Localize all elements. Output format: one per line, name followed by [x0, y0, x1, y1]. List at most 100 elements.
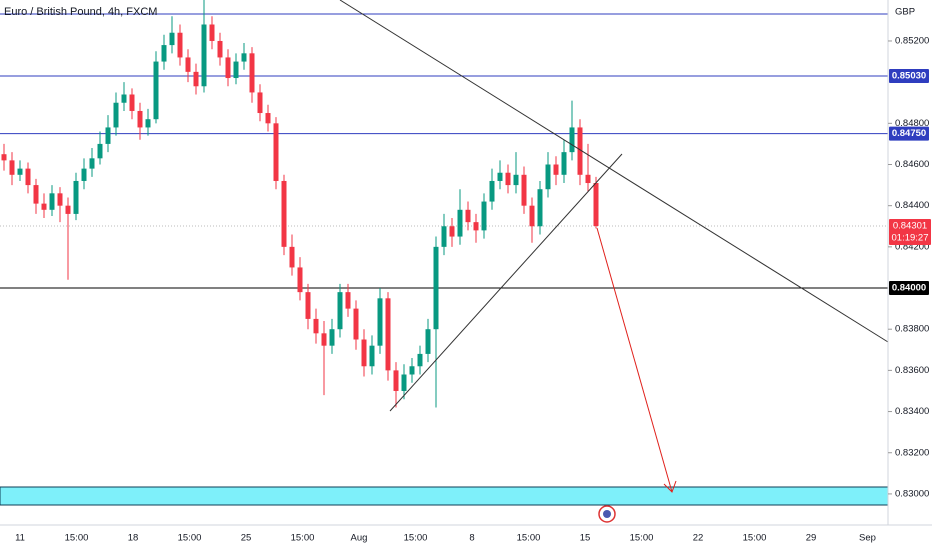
y-tick-label: 0.83800: [895, 324, 929, 335]
x-tick-label: 11: [15, 533, 25, 544]
x-tick-label: 15:00: [404, 533, 428, 544]
candle-body: [225, 57, 231, 79]
candle-body: [593, 183, 599, 227]
candle-body: [73, 180, 79, 214]
candle-body: [449, 226, 455, 237]
candle-body: [337, 292, 343, 330]
candle-body: [65, 205, 71, 214]
candle-body: [57, 193, 63, 206]
axes: 0.85200 0.84800 0.84600 0.84400 0.84200 0.838…: [15, 35, 931, 544]
candle-body: [153, 61, 159, 120]
y-tick-label: 0.83400: [895, 406, 929, 417]
candle-body: [257, 92, 263, 114]
x-tick-label: 15:00: [291, 533, 315, 544]
candle-body: [321, 333, 327, 346]
level-label-box: [889, 126, 929, 141]
candle-body: [417, 353, 423, 367]
x-tick-label: 15:00: [178, 533, 202, 544]
candle-body: [385, 298, 391, 371]
candle-body: [161, 45, 167, 62]
candle-body: [273, 123, 279, 181]
candle-body: [201, 24, 207, 87]
candle-body: [481, 201, 487, 231]
candle-body: [89, 158, 95, 169]
candle-body: [569, 127, 575, 153]
candle-body: [129, 94, 135, 111]
candle-body: [17, 168, 23, 175]
candle-body: [393, 370, 399, 391]
candle-body: [545, 164, 551, 190]
candle-body: [97, 143, 103, 159]
candle-body: [113, 102, 119, 128]
candle-body: [329, 329, 335, 346]
countdown-label: 01:19:27: [892, 233, 929, 244]
trend-line: [339, 0, 889, 343]
candle-body: [249, 53, 255, 93]
candle-body: [233, 61, 239, 79]
y-tick-label: 0.83600: [895, 365, 929, 376]
candle-body: [209, 24, 215, 41]
candle-body: [529, 205, 535, 227]
candle-body: [297, 267, 303, 293]
candle-body: [9, 160, 15, 175]
candle-body: [473, 222, 479, 231]
x-tick-label: 29: [806, 533, 817, 544]
drawings: [339, 0, 889, 523]
arrow: [596, 227, 673, 493]
candle-body: [377, 298, 383, 346]
target-zone: [0, 486, 889, 506]
candle-body: [145, 119, 151, 128]
candle-body: [49, 193, 55, 210]
x-tick-label: 25: [241, 533, 252, 544]
trend-line: [389, 153, 623, 412]
y-tick-label: 0.84200: [895, 241, 929, 252]
candle-body: [217, 40, 223, 58]
candle-body: [137, 110, 143, 128]
candle-body: [457, 209, 463, 237]
arrow-head: [663, 480, 677, 493]
candle-body: [25, 168, 31, 186]
level-label-box: [889, 281, 929, 296]
x-tick-label: 18: [128, 533, 139, 544]
drawings-back: [0, 13, 889, 506]
chart-title: Euro / British Pound, 4h, FXCM: [4, 6, 157, 18]
y-tick-label: 0.84400: [895, 200, 929, 211]
candle-body: [169, 32, 175, 46]
x-tick-label: 15:00: [517, 533, 541, 544]
candle-body: [409, 366, 415, 375]
candle-body: [537, 189, 543, 227]
candle-body: [289, 246, 295, 268]
candle-body: [513, 174, 519, 186]
candle-body: [1, 154, 7, 161]
y-tick-label: 0.83000: [895, 488, 929, 499]
level-label: 0.85030: [892, 70, 926, 81]
level-label: 0.84000: [892, 283, 926, 294]
y-tick-label: 0.84600: [895, 159, 929, 170]
candle-body: [241, 53, 247, 62]
currency-label: GBP: [895, 7, 915, 18]
candle-body: [369, 345, 375, 367]
y-tick-label: 0.83200: [895, 447, 929, 458]
candle-body: [497, 172, 503, 181]
candle-body: [305, 292, 311, 319]
candle-body: [521, 174, 527, 206]
candle-body: [361, 339, 367, 367]
x-tick-label: Sep: [859, 533, 876, 544]
candle-body: [185, 57, 191, 72]
x-tick-label: 15:00: [630, 533, 654, 544]
candle-body: [401, 374, 407, 391]
x-tick-label: 8: [469, 533, 474, 544]
x-tick-label: 22: [693, 533, 704, 544]
candle-body: [265, 113, 271, 124]
event-icon-inner: [603, 510, 611, 518]
x-tick-label: 15:00: [743, 533, 767, 544]
x-tick-label: Aug: [351, 533, 368, 544]
candle-body: [441, 226, 447, 247]
candle-body: [193, 71, 199, 87]
candle-body: [33, 185, 39, 204]
candle-body: [585, 174, 591, 184]
level-label: 0.84750: [892, 128, 926, 139]
last-price-box: [889, 219, 931, 246]
